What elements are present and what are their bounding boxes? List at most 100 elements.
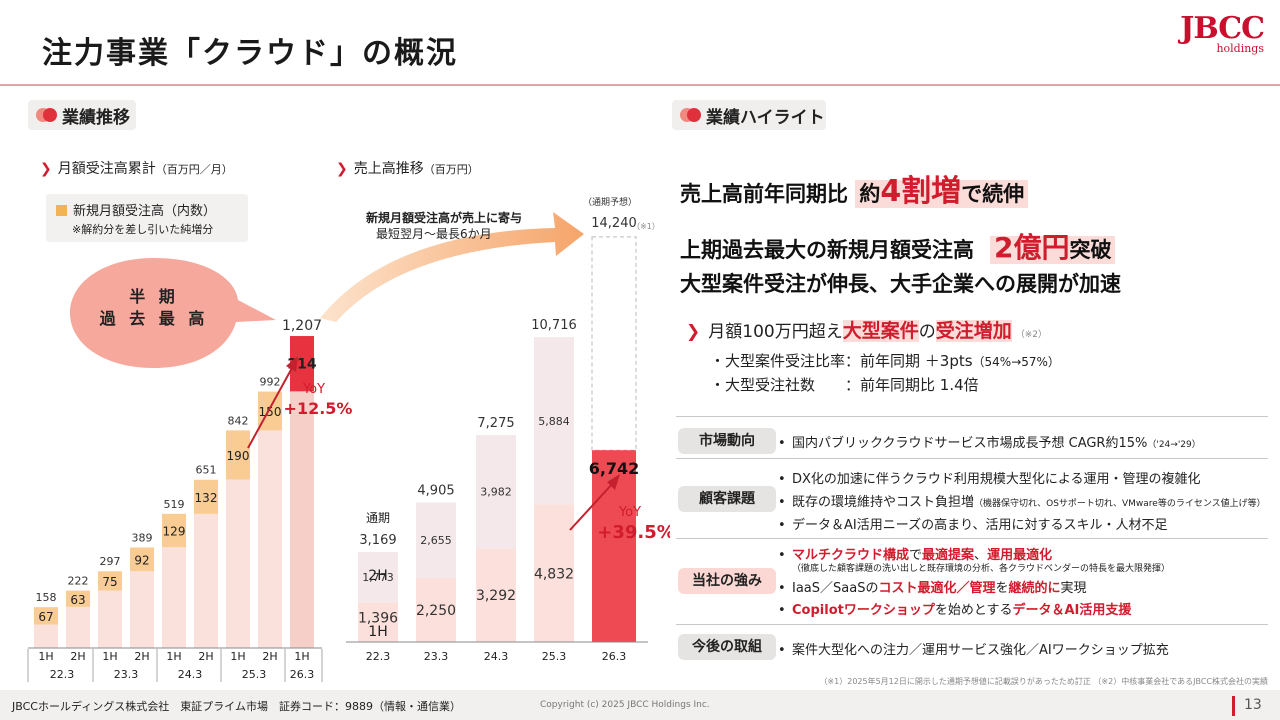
- highlight-sales-growth: 売上高前年同期比 約4割増で続伸: [680, 166, 1029, 210]
- chevron-right-icon: ❯: [40, 161, 52, 177]
- bar-cumulative: [162, 547, 186, 648]
- hl2-post: 突破: [1069, 238, 1112, 262]
- strength-item-2: • IaaS／SaaSのコスト最適化／管理を継続的に実現: [778, 581, 1087, 596]
- section-title-highlights: 業績ハイライト: [706, 107, 825, 128]
- big-deal-pre: 月額100万円超え: [708, 322, 843, 342]
- section-bullet-icon: [36, 108, 58, 122]
- bar-forecast-outline: [591, 236, 637, 451]
- data-label-new: 132: [195, 491, 218, 505]
- strength-3-red1: Copilotワークショップ: [792, 603, 935, 618]
- legend-swatch: [56, 205, 67, 216]
- chart1-heading: ❯ 月額受注高累計（百万円／月）: [40, 158, 233, 178]
- strength-1-red1: マルチクラウド構成: [792, 548, 910, 563]
- footer-company: JBCCホールディングス株式会社 東証プライム市場 証券コード：9889（情報・…: [12, 700, 461, 713]
- data-label-total: 842: [228, 414, 249, 427]
- forecast-label: （通期予想）: [583, 196, 637, 208]
- footer-copyright: Copyright (c) 2025 JBCC Holdings Inc.: [540, 700, 710, 710]
- data-label-new: 67: [38, 610, 53, 624]
- bar-first-half: [534, 504, 574, 642]
- data-label-total: 7,275: [477, 416, 514, 431]
- page-number-accent: [1232, 696, 1235, 716]
- bubble-text: 半 期 過 去 最 高: [99, 287, 209, 328]
- bar-first-half: [358, 602, 398, 642]
- data-label-total: 519: [164, 498, 185, 511]
- yoy-arrow-head: [286, 356, 298, 372]
- data-label-total: 10,716: [531, 318, 577, 333]
- data-label-total: 158: [36, 591, 57, 604]
- tick-label-year: 23.3: [424, 650, 449, 663]
- tick-label-half: 2H: [262, 650, 277, 663]
- bullet-clients: ・大型受注社数 ：前年同期比 1.4倍: [710, 376, 979, 394]
- data-label-new: 92: [134, 553, 149, 567]
- strength-3-b: を始めとする: [934, 603, 1013, 618]
- tick-label-half: 1H: [102, 650, 117, 663]
- hl2-pre: 上期過去最大の新規月額受注高: [680, 238, 974, 262]
- charts-svg: 新規月額受注高が売上に寄与 最短翌月～最長6か月 158 67 1H 222 63 2H 2…: [27, 196, 670, 682]
- label-future: 今後の取組: [678, 634, 776, 660]
- customer-2-text: 既存の環境維持やコスト負担増: [792, 495, 975, 510]
- chart2-heading: ❯ 売上高推移（百万円）: [336, 158, 479, 178]
- bar-cumulative: [290, 391, 314, 648]
- tick-label-year: 25.3: [542, 650, 567, 663]
- chart2-yoy-label: YoY: [618, 505, 641, 520]
- bar-new-orders: [34, 607, 58, 625]
- highlight-large-deals: 大型案件受注が伸長、大手企業への展開が加速: [680, 272, 1121, 296]
- h1-label: 1H: [368, 624, 387, 640]
- yoy-trend-arrow: [247, 367, 293, 449]
- chart2-title: 売上高推移: [353, 161, 424, 177]
- data-label-new: 190: [227, 449, 250, 463]
- logo-main: JBCC: [1180, 11, 1265, 46]
- tick-label-half: 1H: [38, 650, 53, 663]
- bar-second-half: [534, 337, 574, 505]
- bar-cumulative: [66, 606, 90, 648]
- section-header-highlights: 業績ハイライト: [672, 100, 826, 130]
- strength-item-1-note: （徹底した顧客課題の洗い出しと既存環境の分析、各クラウドベンダーの特長を最大限発…: [792, 560, 1170, 575]
- bar-cumulative: [130, 571, 154, 648]
- bar-new-orders: [194, 479, 218, 514]
- bar-cumulative: [258, 430, 282, 648]
- bullet1-text: ・大型案件受注比率：前年同期 ＋3pts: [710, 352, 973, 370]
- tick-label-year: 25.3: [242, 668, 267, 681]
- chevron-right-icon: ❯: [686, 322, 701, 342]
- bar-second-half: [416, 502, 456, 578]
- bar-new-orders: [130, 547, 154, 572]
- hl1-post: で続伸: [961, 182, 1025, 206]
- big-deal-mid: の: [918, 322, 936, 342]
- sales-contribution-arrow: [320, 212, 584, 322]
- tick-label-half: 1H: [166, 650, 181, 663]
- label-customer: 顧客課題: [678, 486, 776, 512]
- strength-1-small: （徹底した顧客課題の洗い出しと既存環境の分析、各クラウドベンダーの特長を最大限発…: [792, 564, 1171, 574]
- bar-new-orders: [162, 513, 186, 548]
- legend-label: 新規月額受注高（内数）: [73, 204, 217, 219]
- tick-label-half: 2H: [70, 650, 85, 663]
- customer-item-3: • データ＆AI活用ニーズの高まり、活用に対するスキル・人材不足: [778, 518, 1168, 533]
- data-label-total: 297: [100, 555, 121, 568]
- bar-second-half: [476, 435, 516, 549]
- label-strength: 当社の強み: [678, 568, 776, 594]
- chart1-unit: （百万円／月）: [155, 163, 233, 176]
- legend-note: ※解約分を差し引いた純増分: [72, 223, 214, 236]
- data-label-first-half: 3,292: [476, 588, 516, 604]
- forecast-note: （※1）: [632, 222, 660, 231]
- data-label-total: 3,169: [359, 533, 396, 548]
- highlight-new-orders: 上期過去最大の新規月額受注高 2億円突破: [680, 226, 1116, 266]
- company-logo: JBCC holdings: [1180, 11, 1265, 56]
- tick-label-year: 22.3: [366, 650, 391, 663]
- data-label-new: 150: [259, 405, 282, 419]
- strength-item-1: • マルチクラウド構成で最適提案、運用最適化: [778, 548, 1053, 563]
- strength-item-3: • Copilotワークショップを始めとするデータ＆AI活用支援: [778, 603, 1132, 618]
- data-label-new: 129: [163, 525, 186, 539]
- tick-label-half: 2H: [198, 650, 213, 663]
- bar-cumulative: [34, 624, 58, 648]
- footnote: （※1）2025年5月12日に開示した通期予想値に記載誤りがあったため訂正 （※…: [819, 677, 1268, 686]
- data-label-first-half: 2,250: [416, 603, 456, 619]
- label-market: 市場動向: [678, 428, 776, 454]
- future-1-text: 案件大型化への注力／運用サービス強化／AIワークショップ拡充: [792, 643, 1169, 658]
- tick-label-year: 26.3: [290, 668, 315, 681]
- strength-2-a: IaaS／SaaSの: [792, 581, 879, 596]
- chart2-plot: 3,169 1,773 1,396 22.3 4,905 2,655 2,250 23.3 7,…: [346, 196, 660, 663]
- bullet1-small: （54%→57%）: [972, 355, 1060, 369]
- page-number: 13: [1244, 697, 1262, 713]
- data-label-new: 75: [102, 575, 117, 589]
- chart1-plot: 158 67 1H 222 63 2H 297 75 1H 389 92 2H 519 129 1H 651 1…: [27, 318, 323, 682]
